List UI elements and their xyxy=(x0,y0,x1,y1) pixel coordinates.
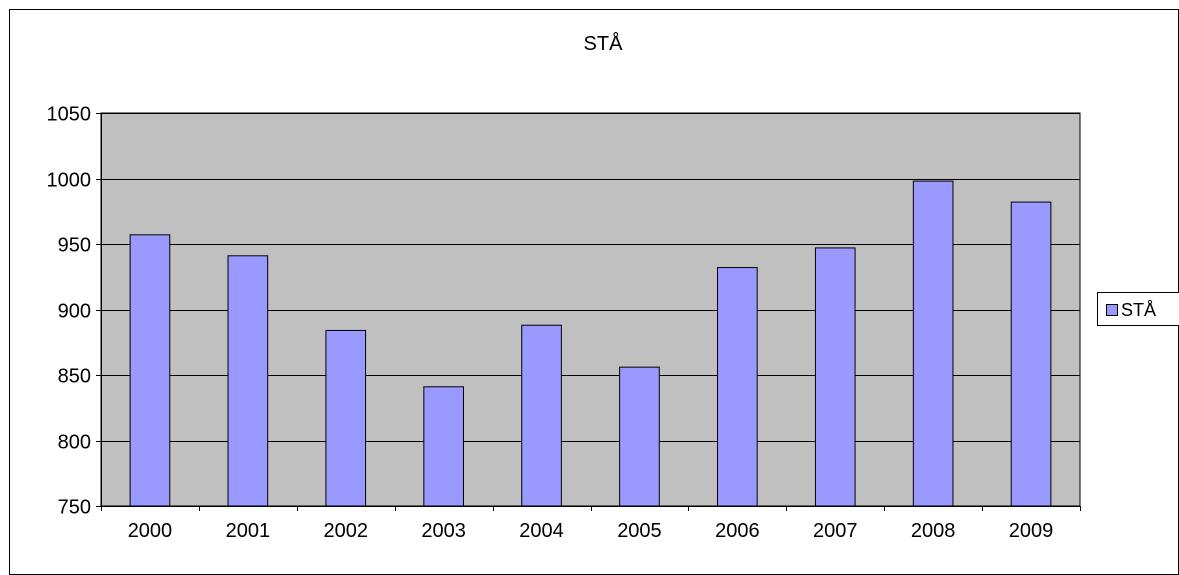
y-tick-label: 900 xyxy=(58,301,91,323)
x-axis-ticks: 2000 2001 2002 2003 2004 2005 2006 2007 2008 2009 xyxy=(101,506,1081,542)
y-tick-label: 1000 xyxy=(47,170,92,192)
x-tick-label: 2000 xyxy=(128,520,173,542)
x-tick-label: 2001 xyxy=(226,520,271,542)
legend-label: STÅ xyxy=(1121,300,1156,320)
x-tick-label: 2007 xyxy=(813,520,858,542)
y-tick-label: 850 xyxy=(58,366,91,388)
legend: STÅ xyxy=(1097,292,1179,326)
x-tick-label: 2006 xyxy=(715,520,760,542)
x-tick-label: 2004 xyxy=(519,520,564,542)
y-tick-label: 950 xyxy=(58,235,91,257)
y-axis-ticks: 750 800 850 900 950 1000 1050 xyxy=(47,104,101,519)
y-tick-label: 750 xyxy=(58,497,91,519)
x-tick-label: 2005 xyxy=(617,520,662,542)
x-tick-label: 2002 xyxy=(324,520,369,542)
bar-2001 xyxy=(227,255,269,507)
axes xyxy=(101,113,1080,507)
x-tick-label: 2003 xyxy=(421,520,466,542)
bar-2004 xyxy=(521,324,562,507)
bar-2003 xyxy=(423,386,464,507)
bar-2009 xyxy=(1010,201,1052,507)
legend-swatch xyxy=(1106,304,1118,316)
bar-2000 xyxy=(129,234,171,507)
y-tick-label: 800 xyxy=(58,432,91,454)
bar-series xyxy=(129,180,1052,507)
x-tick-label: 2009 xyxy=(1009,520,1054,542)
bar-2002 xyxy=(325,329,367,507)
bar-2005 xyxy=(619,366,660,507)
bar-2007 xyxy=(814,247,856,507)
bar-2008 xyxy=(912,180,954,507)
y-tick-label: 1050 xyxy=(47,104,92,126)
x-tick-label: 2008 xyxy=(911,520,956,542)
bar-2006 xyxy=(717,267,758,507)
chart-title: STÅ xyxy=(584,32,624,55)
